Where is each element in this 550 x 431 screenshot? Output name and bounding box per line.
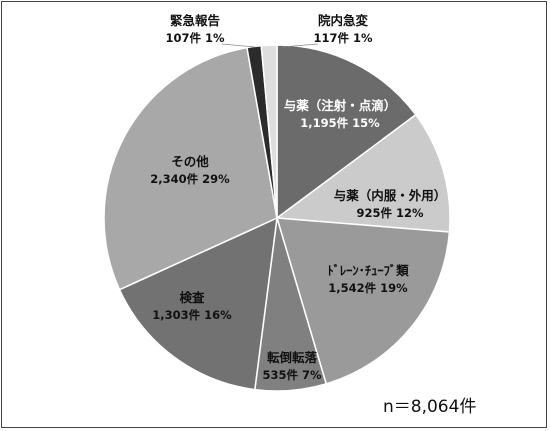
pie-slice [274, 113, 451, 233]
slice-value-label: 1,542件 19% [328, 281, 408, 295]
slice-value-label: 2,340件 29% [150, 172, 230, 186]
slice-value-label: 1,195件 15% [300, 116, 380, 130]
slice-label: 与薬（注射・点滴） [284, 98, 397, 113]
slice-label: 院内急変 [318, 13, 369, 28]
leader-line [221, 43, 256, 48]
slice-value-label: 117件 1% [313, 31, 373, 45]
slice-value-label: 925件 12% [356, 206, 424, 220]
pie-slice [103, 46, 278, 291]
pie-slice [260, 44, 278, 219]
slice-value-label: 535件 7% [262, 368, 322, 382]
pie-slice [276, 44, 417, 220]
slice-value-label: 107件 1% [165, 31, 225, 45]
slice-label: その他 [171, 154, 209, 169]
leader-line [281, 43, 319, 48]
slice-value-label: 1,303件 16% [152, 308, 232, 322]
slice-label: 転倒転落 [267, 350, 318, 365]
pie-slice [275, 217, 451, 385]
slice-label: ﾄﾞﾚｰﾝ･ﾁｭｰﾌﾞ類 [327, 263, 409, 278]
slice-label: 検査 [179, 290, 205, 305]
slice-label: 与薬（内服・外用） [334, 188, 447, 203]
total-count-label: n＝8,064件 [383, 397, 477, 417]
slice-label: 緊急報告 [170, 13, 221, 28]
pie-slice [118, 216, 278, 391]
